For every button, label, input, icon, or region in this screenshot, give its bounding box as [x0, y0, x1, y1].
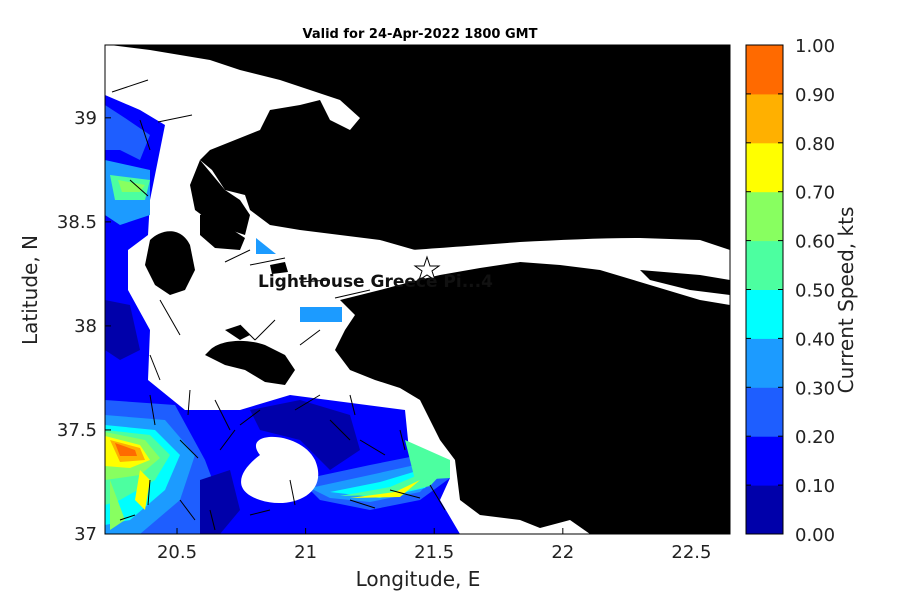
- current-vectors: [111, 79, 446, 531]
- colorbar-segment: [746, 191, 783, 242]
- colorbar-tick-label: 0.20: [795, 427, 835, 448]
- gulf-channel: [410, 238, 640, 280]
- x-tick-label: 20.5: [157, 542, 197, 563]
- colorbar-segment: [746, 93, 783, 144]
- colorbar-tick-label: 0.00: [795, 525, 835, 546]
- x-axis-title: Longitude, E: [356, 567, 481, 591]
- x-tick-label: 22: [551, 542, 574, 563]
- land-masses: [110, 45, 730, 534]
- x-tick-label: 21: [294, 542, 317, 563]
- station-label: Lighthouse Greece Pi...4: [258, 272, 493, 292]
- colorbar-tick-label: 0.60: [795, 232, 835, 253]
- x-axis: 20.5 21 21.5 22 22.5: [157, 45, 711, 563]
- colorbar-segment: [746, 45, 783, 95]
- colorbar-tick-label: 0.70: [795, 183, 835, 204]
- colorbar-segment: [746, 387, 783, 437]
- colorbar-segment: [746, 289, 783, 339]
- colorbar-label: Current Speed, kts: [834, 207, 858, 394]
- plot-area: Lighthouse Greece Pi...4: [105, 45, 730, 534]
- current-speed-field: [105, 95, 460, 534]
- colorbar-tick-label: 0.90: [795, 85, 835, 106]
- chart-title: Valid for 24-Apr-2022 1800 GMT: [303, 27, 538, 42]
- y-axis-title: Latitude, N: [18, 235, 42, 345]
- colorbar-segment: [746, 338, 783, 388]
- colorbar-segment: [746, 142, 783, 193]
- y-tick-label: 38: [74, 316, 97, 337]
- colorbar-tick-label: 0.30: [795, 378, 835, 399]
- y-tick-label: 37.5: [57, 420, 97, 441]
- station-marker[interactable]: [413, 255, 441, 282]
- y-tick-label: 39: [74, 108, 97, 129]
- colorbar: 0.00 0.10 0.20 0.30 0.40 0.50 0.60 0.70 0.80 0.90…: [745, 36, 835, 546]
- y-axis: 37 37.5 38 38.5 39: [57, 108, 730, 545]
- colorbar-segment: [746, 436, 783, 486]
- plot-frame: [104, 44, 731, 535]
- colorbar-tick-label: 0.10: [795, 476, 835, 497]
- colorbar-tick-label: 0.40: [795, 329, 835, 350]
- colorbar-tick-label: 0.80: [795, 134, 835, 155]
- colorbar-tick-label: 0.50: [795, 281, 835, 302]
- x-tick-label: 21.5: [414, 542, 454, 563]
- y-tick-label: 37: [74, 524, 97, 545]
- y-tick-label: 38.5: [57, 212, 97, 233]
- colorbar-tick-label: 1.00: [795, 36, 835, 57]
- colorbar-segment: [746, 485, 783, 535]
- colorbar-segment: [746, 240, 783, 290]
- x-tick-label: 22.5: [671, 542, 711, 563]
